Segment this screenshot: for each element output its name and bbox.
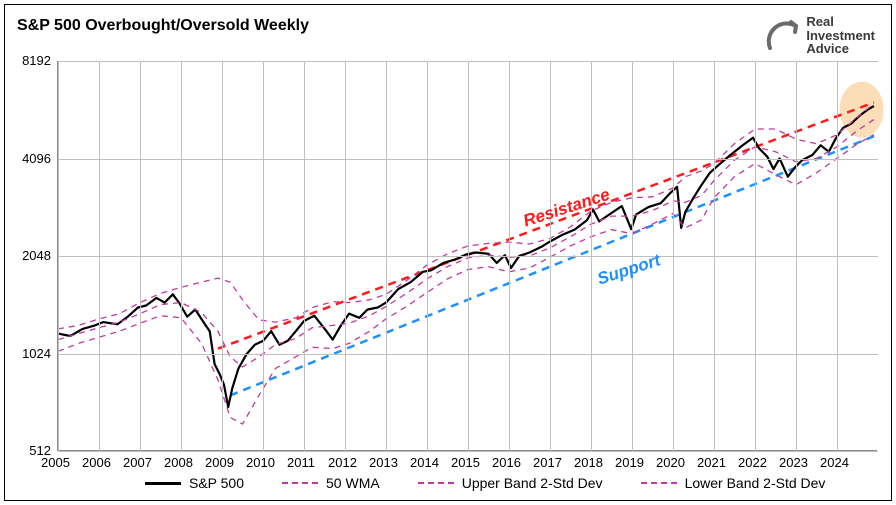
x-tick-label: 2017	[533, 455, 562, 470]
chart-frame: S&P 500 Overbought/Oversold Weekly RealI…	[4, 4, 892, 501]
y-tick-label: 8192	[11, 53, 51, 68]
y-tick-label: 512	[11, 443, 51, 458]
x-tick-label: 2012	[328, 455, 357, 470]
legend-label: Lower Band 2-Std Dev	[685, 475, 826, 491]
x-tick-label: 2023	[779, 455, 808, 470]
x-tick-label: 2007	[123, 455, 152, 470]
x-tick-label: 2019	[615, 455, 644, 470]
grid-horizontal	[58, 159, 878, 160]
brand-logo-text: RealInvestmentAdvice	[806, 15, 875, 56]
grid-horizontal	[58, 354, 878, 355]
x-tick-label: 2021	[697, 455, 726, 470]
x-tick-label: 2010	[246, 455, 275, 470]
legend-swatch	[282, 482, 318, 484]
x-tick-label: 2008	[164, 455, 193, 470]
arc-arrow-icon	[766, 18, 800, 52]
legend-swatch	[145, 482, 181, 485]
x-tick-label: 2014	[410, 455, 439, 470]
grid-horizontal	[58, 61, 878, 62]
y-tick-label: 4096	[11, 151, 51, 166]
legend-item: S&P 500	[145, 475, 244, 491]
legend-item: Lower Band 2-Std Dev	[641, 475, 826, 491]
brand-logo: RealInvestmentAdvice	[766, 15, 875, 56]
legend-item: 50 WMA	[282, 475, 380, 491]
x-tick-label: 2022	[738, 455, 767, 470]
resistance-line	[218, 102, 874, 348]
x-tick-label: 2006	[82, 455, 111, 470]
legend-item: Upper Band 2-Std Dev	[418, 475, 603, 491]
highlight-ellipse	[840, 82, 884, 138]
x-tick-label: 2024	[820, 455, 849, 470]
plot-area	[57, 61, 877, 451]
legend-swatch	[641, 482, 677, 484]
y-tick-label: 1024	[11, 346, 51, 361]
chart-title: S&P 500 Overbought/Oversold Weekly	[17, 17, 309, 35]
x-tick-label: 2020	[656, 455, 685, 470]
legend-label: 50 WMA	[326, 475, 380, 491]
x-tick-label: 2016	[492, 455, 521, 470]
x-tick-label: 2011	[287, 455, 315, 470]
legend-label: S&P 500	[189, 475, 244, 491]
y-tick-label: 2048	[11, 248, 51, 263]
grid-horizontal	[58, 256, 878, 257]
x-tick-label: 2013	[369, 455, 398, 470]
x-tick-label: 2018	[574, 455, 603, 470]
legend: S&P 500 50 WMA Upper Band 2-Std Dev Lower B…	[145, 475, 825, 491]
x-tick-label: 2015	[451, 455, 480, 470]
x-tick-label: 2009	[205, 455, 234, 470]
legend-swatch	[418, 482, 454, 484]
support-line	[230, 136, 874, 395]
grid-horizontal	[58, 451, 878, 452]
legend-label: Upper Band 2-Std Dev	[462, 475, 603, 491]
